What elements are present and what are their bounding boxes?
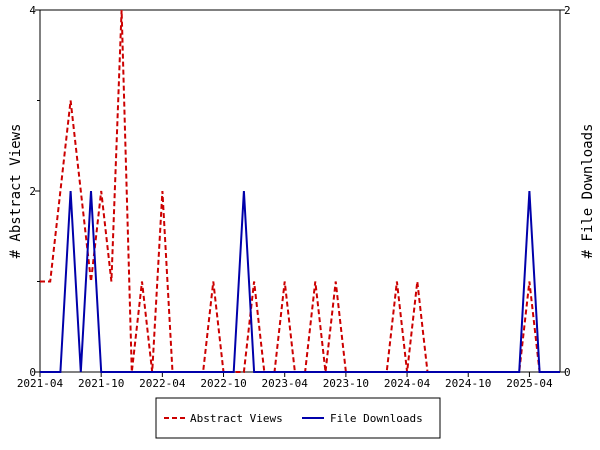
series-line-file-downloads xyxy=(40,190,560,373)
right-axis-title: # File Downloads xyxy=(580,124,596,259)
legend: Abstract Views File Downloads xyxy=(155,397,441,439)
series-layer xyxy=(40,9,560,373)
left-axis-title: # Abstract Views xyxy=(8,124,24,259)
plot-area xyxy=(39,9,561,373)
legend-label-abstract-views: Abstract Views xyxy=(190,412,283,425)
x-tick-label: 2024-04 xyxy=(384,377,431,390)
x-tick-label: 2022-04 xyxy=(139,377,186,390)
y-left-tick-label: 2 xyxy=(29,185,36,198)
legend-label-file-downloads: File Downloads xyxy=(330,412,423,425)
x-tick-label: 2021-10 xyxy=(78,377,124,390)
x-tick-label: 2025-04 xyxy=(506,377,553,390)
x-tick-label: 2024-10 xyxy=(445,377,491,390)
x-tick-label: 2021-04 xyxy=(17,377,64,390)
y-right-tick-label: 2 xyxy=(564,4,571,17)
y-left-tick-label: 4 xyxy=(29,4,36,17)
x-tick-label: 2023-10 xyxy=(323,377,369,390)
y-left-tick-label: 0 xyxy=(29,366,36,379)
y-right-tick-label: 0 xyxy=(564,366,571,379)
legend-box xyxy=(155,397,441,439)
tick-labels: 2021-04 2021-10 2022-04 2022-10 2023-04 2023-… xyxy=(17,4,571,390)
x-tick-label: 2023-04 xyxy=(262,377,309,390)
x-tick-label: 2022-10 xyxy=(200,377,246,390)
